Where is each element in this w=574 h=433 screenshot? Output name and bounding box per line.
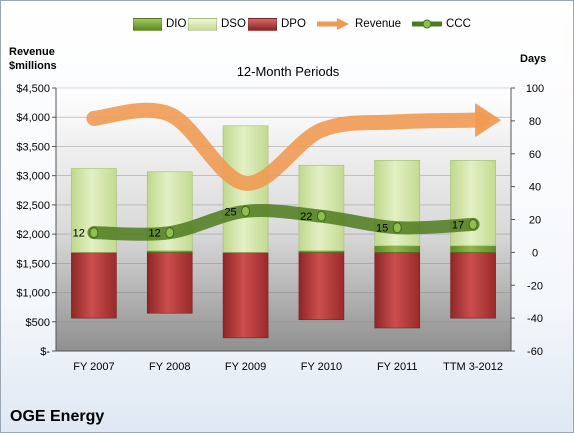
ccc-data-label: 17 [452,219,464,231]
right-tick-label: 60 [529,149,541,161]
bar-dpo [71,252,117,319]
ccc-point [241,205,251,217]
lines [86,102,502,241]
ccc-point [316,210,326,222]
legend-label-ccc: CCC [446,18,471,30]
x-tick-label: TTM 3-2012 [443,361,503,373]
legend-swatch-dio [133,17,162,31]
left-tick-label: $4,000 [16,112,50,124]
left-tick-label: $- [40,346,50,358]
revenue-arrowhead [475,103,502,138]
legend-item-dso: DSO [188,14,246,34]
ccc-data-label: 12 [73,228,85,240]
left-axis-title-line-1: Revenue [9,46,55,58]
legend-label-revenue: Revenue [355,18,402,30]
legend-item-revenue: Revenue [317,14,401,34]
ccc-data-label: 15 [376,223,388,235]
left-tick-label: $4,500 [16,83,50,95]
bar-dpo [374,252,421,329]
ccc-point [89,227,99,239]
right-tick-label: 40 [529,182,541,194]
ccc-point [468,218,478,230]
bar-dpo [298,252,345,321]
x-tick-label: FY 2008 [149,361,190,373]
left-tick-label: $500 [26,317,50,329]
right-axis-title: Days [520,53,547,65]
plot-area [56,88,511,351]
legend-item-dio: DIO [133,14,186,34]
left-axis-title-line-2: $millions [9,60,57,72]
legend-label-dpo: DPO [281,18,306,30]
right-tick-label: 100 [526,83,544,95]
legend-swatch-dpo [248,17,277,31]
legend-item-dpo: DPO [248,14,306,34]
x-tick-label: FY 2010 [301,361,342,373]
left-tick-label: $1,000 [16,288,50,300]
ccc-point [165,227,175,239]
left-tick-label: $1,500 [16,258,50,270]
ccc-line [87,203,480,241]
ccc-data-label: 12 [149,228,161,240]
bar-dio [450,245,496,253]
bar-dio [374,245,421,253]
x-tick-label: FY 2009 [225,361,266,373]
right-tick-label: -20 [527,280,543,292]
bar-dpo [450,252,496,319]
right-tick-label: 80 [529,116,541,128]
left-tick-label: $2,000 [16,229,50,241]
revenue-line [86,102,490,191]
x-tick-label: FY 2011 [377,361,418,373]
bar-dso [71,168,117,253]
legend-item-ccc: CCC [412,14,471,34]
axis-ticks: $- $500 $1,000 $1,500 $2,000 $2,500 $3,000 $3,5… [16,83,544,373]
left-axis-title: Revenue $millions [9,45,57,73]
legend: DIO DSO DPO Revenue CCC [1,14,573,34]
ccc-point [392,222,402,234]
ccc-data-label: 22 [300,211,312,223]
legend-label-dso: DSO [221,18,246,30]
legend-line-icon [412,19,442,29]
chart-subtitle: 12-Month Periods [236,64,340,79]
right-tick-label: 20 [529,215,541,227]
legend-label-dio: DIO [166,18,187,30]
bar-dpo [222,252,269,339]
left-tick-label: $3,000 [16,171,50,183]
ccc-data-label: 25 [224,206,236,218]
company-name: OGE Energy [10,408,105,425]
right-tick-label: 0 [532,247,538,259]
legend-swatch-dso [188,17,217,31]
right-tick-label: -40 [527,313,543,325]
x-tick-label: FY 2007 [73,361,114,373]
legend-arrow-icon [317,18,349,30]
left-tick-label: $2,500 [16,200,50,212]
data-labels: 12 12 25 22 15 17 [73,206,464,239]
right-tick-label: -60 [527,346,543,358]
bar-dpo [146,252,193,314]
bar-dso [450,160,496,247]
left-tick-label: $3,500 [16,141,50,153]
